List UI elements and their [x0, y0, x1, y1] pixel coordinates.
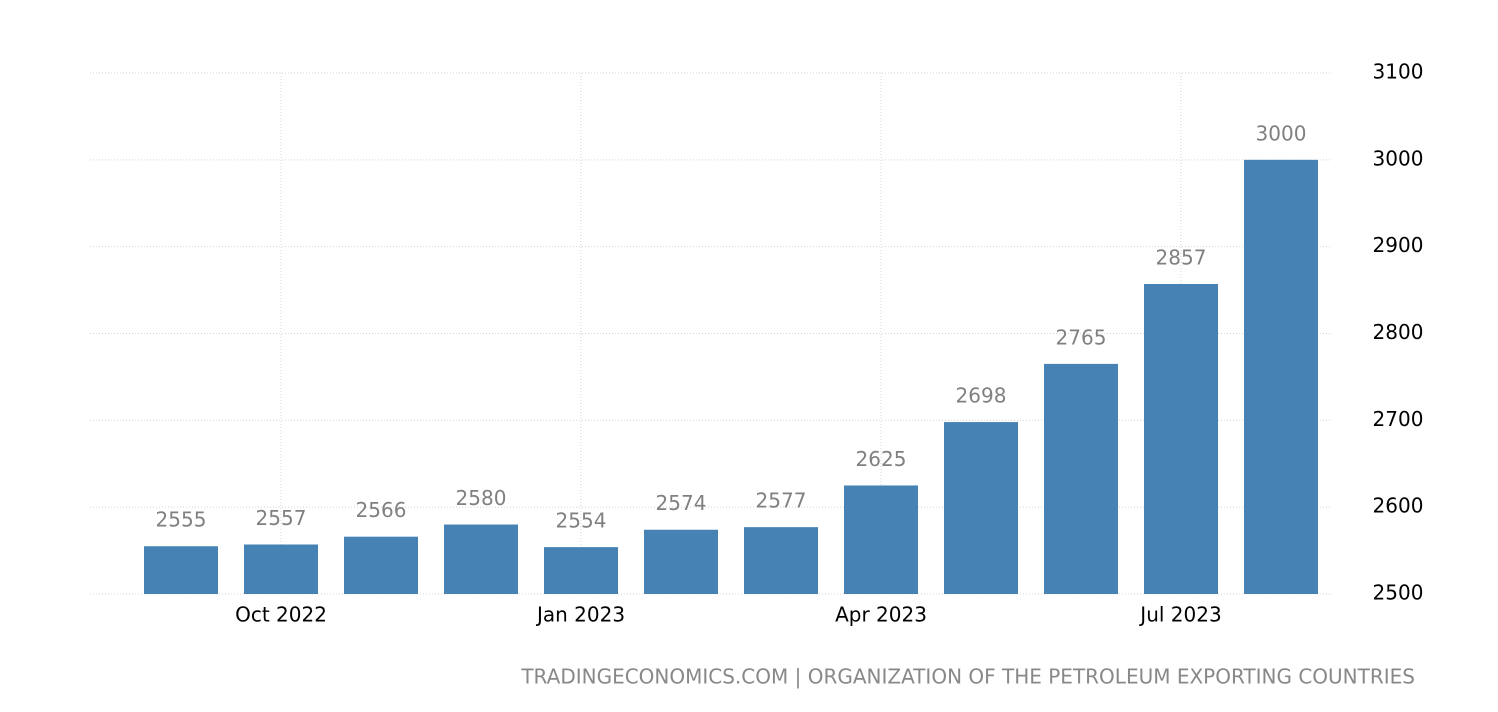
y-tick-label: 2600: [1373, 494, 1424, 518]
value-label: 2557: [256, 506, 307, 530]
bar: [244, 544, 318, 594]
y-tick-label: 2500: [1373, 581, 1424, 605]
x-tick-label: Jan 2023: [535, 603, 625, 627]
y-tick-label: 3100: [1373, 60, 1424, 84]
value-label: 2555: [156, 508, 207, 532]
value-label: 2577: [756, 489, 807, 513]
value-label: 2765: [1056, 325, 1107, 349]
bar: [1044, 363, 1118, 594]
bar: [344, 536, 418, 594]
bar: [744, 527, 818, 594]
value-label: 2580: [456, 486, 507, 510]
value-label: 2698: [956, 384, 1007, 408]
bar: [544, 547, 618, 594]
value-label: 2554: [556, 509, 607, 533]
bar: [444, 524, 518, 594]
bar: [1144, 284, 1218, 594]
x-tick-label: Apr 2023: [835, 603, 927, 627]
bar: [144, 546, 218, 594]
bar: [844, 485, 918, 594]
bar: [944, 422, 1018, 594]
y-tick-label: 2900: [1373, 233, 1424, 257]
value-label: 2566: [356, 498, 407, 522]
value-label: 2574: [656, 491, 707, 515]
source: TRADINGECONOMICS.COM | ORGANIZATION OF T…: [520, 665, 1415, 689]
y-tick-label: 3000: [1373, 146, 1424, 170]
value-label: 2625: [856, 447, 907, 471]
x-tick-label: Jul 2023: [1138, 603, 1221, 627]
y-tick-label: 2800: [1373, 320, 1424, 344]
bar: [644, 529, 718, 594]
y-tick-label: 2700: [1373, 407, 1424, 431]
x-tick-label: Oct 2022: [235, 603, 327, 627]
value-label: 2857: [1156, 246, 1207, 270]
value-label: 3000: [1256, 121, 1307, 145]
bar: [1244, 159, 1318, 595]
